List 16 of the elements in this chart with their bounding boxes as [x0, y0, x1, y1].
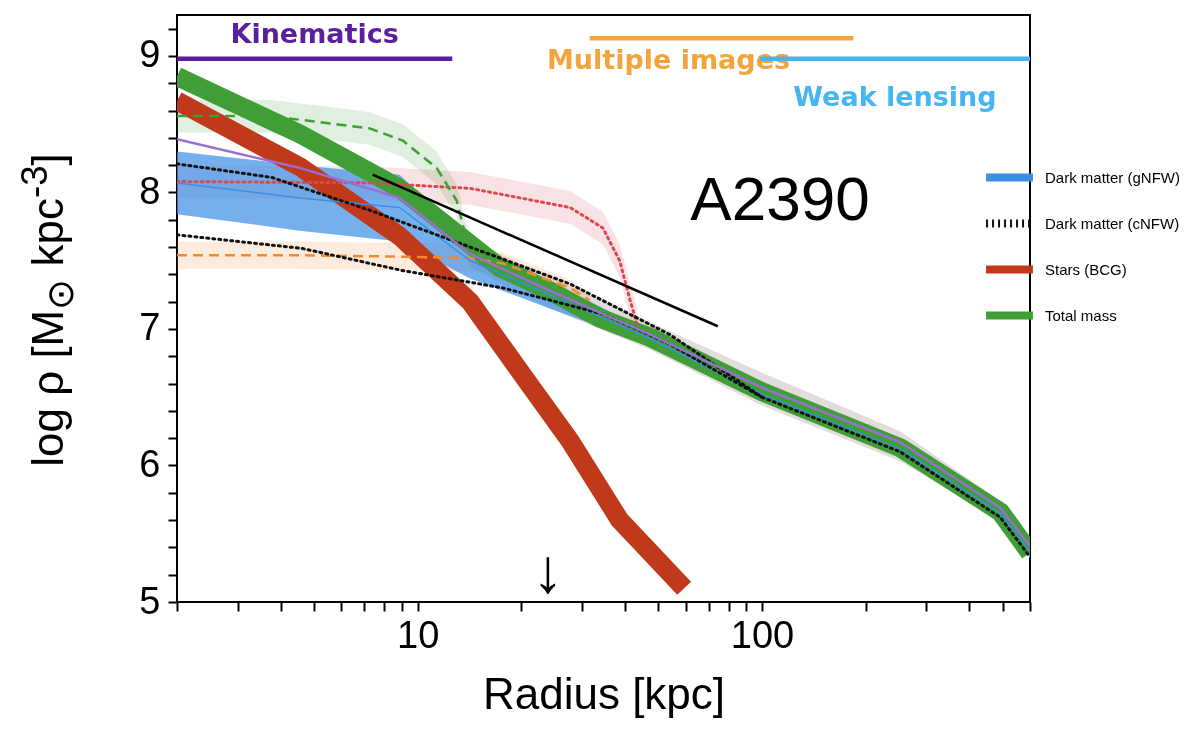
annotation: A2390 [690, 162, 870, 234]
y-tick-label: 8 [139, 169, 161, 212]
series-label: Kinematics [230, 17, 399, 49]
series-label: Weak lensing [793, 80, 997, 112]
x-axis-title: Radius [kpc] [482, 668, 726, 718]
x-tick-label: 10 [397, 613, 440, 656]
y-tick-label: 6 [139, 442, 161, 485]
annotation: ↓ [532, 534, 564, 606]
legend-label: Dark matter (cNFW) [1045, 214, 1180, 232]
y-tick-label: 7 [139, 306, 161, 349]
y-tick-label: 5 [139, 579, 161, 622]
legend-label: Dark matter (gNFW) [1045, 168, 1180, 186]
y-tick-label: 9 [139, 33, 161, 76]
legend-label: Total mass [1045, 306, 1117, 324]
legend-label: Stars (BCG) [1045, 260, 1127, 278]
x-tick-label: 100 [730, 613, 795, 656]
